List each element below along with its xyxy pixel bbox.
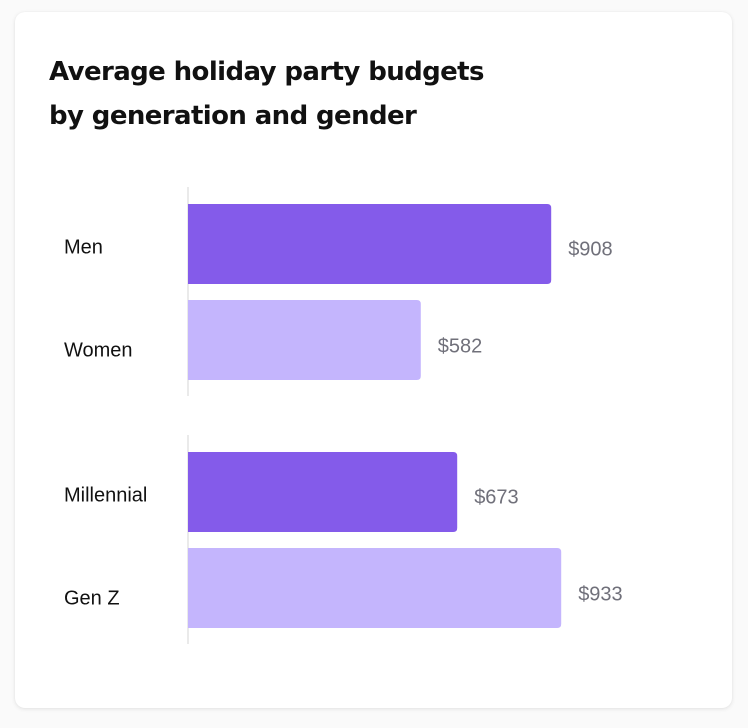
category-label-women: Women xyxy=(64,339,133,361)
chart-title-line-2: by generation and gender xyxy=(49,101,417,131)
value-label-women: $582 xyxy=(438,335,483,357)
chart-title-line-1: Average holiday party budgets xyxy=(49,57,484,87)
category-label-gen-z: Gen Z xyxy=(64,587,120,609)
bar-group-gender: Men $908 Women $582 xyxy=(64,187,613,396)
bar-group-generation: Millennial $673 Gen Z $933 xyxy=(64,435,623,644)
chart-title: Average holiday party budgets by generat… xyxy=(49,50,569,138)
value-label-men: $908 xyxy=(568,238,613,260)
category-label-millennial: Millennial xyxy=(64,484,147,506)
bar-gen-z xyxy=(188,548,562,628)
bar-millennial xyxy=(188,452,458,532)
bar-women xyxy=(188,300,421,380)
category-label-men: Men xyxy=(64,236,103,258)
value-label-millennial: $673 xyxy=(474,486,519,508)
bar-men xyxy=(188,204,552,284)
value-label-gen-z: $933 xyxy=(578,583,623,605)
